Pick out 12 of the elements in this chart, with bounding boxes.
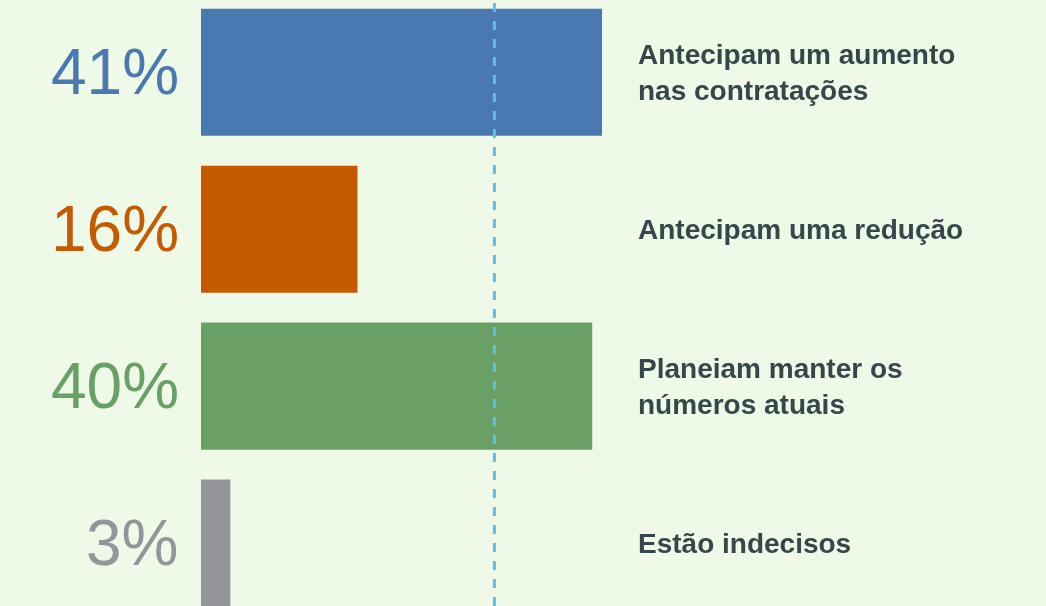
y-tick-label: Estão indecisos (638, 528, 852, 559)
data-label: 3% (86, 507, 179, 579)
bar (201, 8, 602, 136)
data-label: 16% (51, 193, 180, 265)
y-tick-label: Antecipam uma redução (638, 214, 964, 246)
data-label: 41% (51, 36, 180, 108)
y-tick-label: Planeiam manter os números atuais (638, 352, 903, 421)
data-label: 40% (51, 350, 180, 422)
bar (201, 479, 231, 606)
bar (201, 322, 593, 450)
bar (201, 165, 358, 293)
y-tick-label: Antecipam um aumento nas contratações (638, 38, 956, 107)
